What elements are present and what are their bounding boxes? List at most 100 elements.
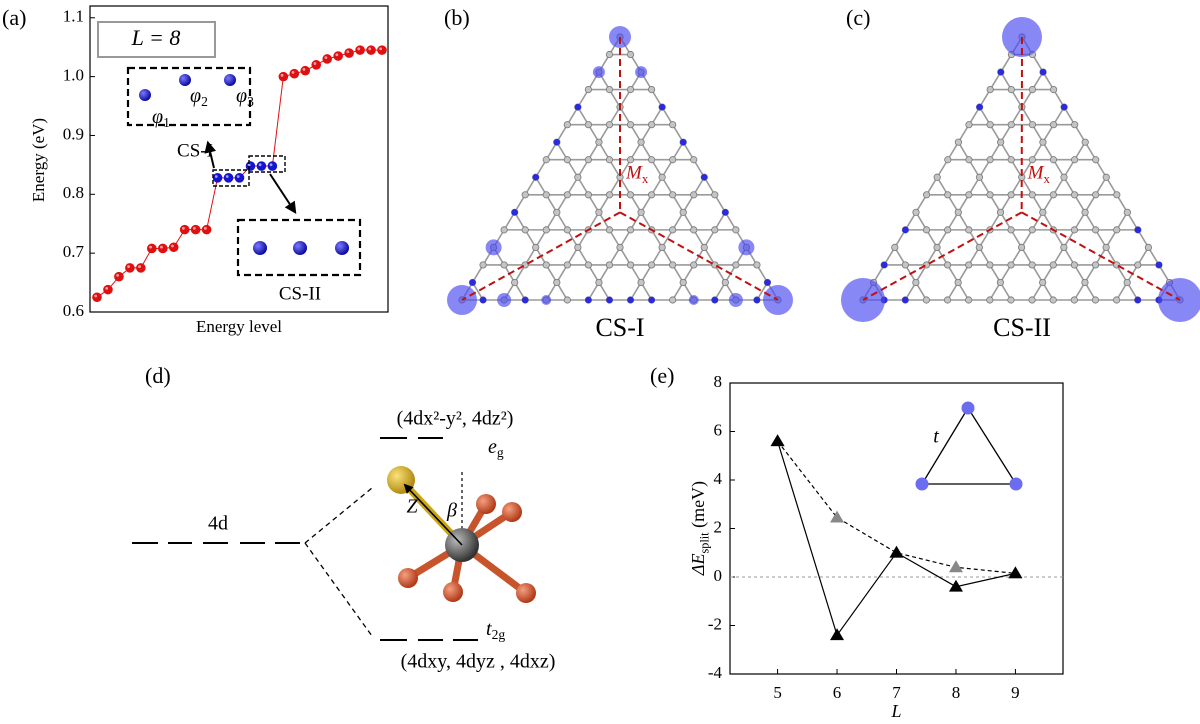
- data-point: [278, 71, 289, 82]
- data-point: [366, 45, 376, 55]
- state-label-sub: 1: [163, 115, 170, 130]
- lattice-site: [986, 296, 994, 304]
- lattice-site: [595, 278, 603, 287]
- lattice-site: [891, 243, 899, 251]
- weight-dot: [902, 296, 909, 304]
- data-point: [234, 173, 245, 183]
- weight-dot: [902, 226, 909, 234]
- data-point: [377, 45, 387, 55]
- lattice-site: [647, 121, 656, 129]
- lattice-site: [1071, 156, 1079, 164]
- weight-dot: [469, 279, 476, 286]
- lattice-site: [1050, 86, 1058, 94]
- lattice-site: [605, 191, 614, 199]
- data-point: [333, 51, 343, 61]
- lattice-panel: [841, 17, 1200, 322]
- point-highlight: [127, 265, 130, 268]
- lattice-site: [975, 173, 984, 181]
- lattice-site: [605, 156, 614, 164]
- data-point: [103, 284, 113, 295]
- lattice-site: [679, 208, 687, 216]
- lattice-site: [1049, 156, 1058, 164]
- mirror-label-sub: x: [642, 171, 649, 186]
- point-highlight: [116, 273, 120, 277]
- arrow: [269, 173, 297, 215]
- lattice-site: [986, 156, 994, 164]
- y-axis-title-sub: split: [697, 532, 711, 554]
- lattice-site: [647, 191, 656, 199]
- lattice-site: [647, 86, 656, 94]
- lattice-site: [1060, 173, 1068, 181]
- y-axis-title-main: ΔE: [688, 553, 708, 576]
- arrow: [204, 140, 217, 169]
- lattice-site: [595, 138, 603, 146]
- lattice-site: [1007, 121, 1015, 129]
- series-line: [776, 441, 1016, 637]
- lattice-site: [563, 261, 571, 269]
- inset-site: [915, 477, 929, 491]
- lattice-site: [1092, 226, 1100, 234]
- y-tick-label: 4: [714, 469, 723, 488]
- data-point: [770, 434, 785, 447]
- lattice-site: [1007, 296, 1015, 304]
- data-point: [147, 243, 157, 254]
- weight-dot: [479, 296, 487, 304]
- lattice-site: [1092, 156, 1100, 164]
- y-tick-label: -2: [708, 614, 722, 633]
- state-label: φ3: [236, 85, 254, 110]
- data-point: [948, 560, 963, 573]
- lattice-site: [1081, 278, 1089, 287]
- lattice-site: [1028, 226, 1036, 234]
- point-highlight: [313, 62, 317, 65]
- y-tick-label: 2: [714, 517, 723, 536]
- weight-dot: [648, 296, 655, 304]
- lattice-site: [1081, 208, 1089, 216]
- y-tick-label: 0.8: [63, 183, 84, 202]
- mirror-line: [461, 211, 621, 301]
- y-tick-label: 0.7: [63, 242, 85, 261]
- lattice-site: [584, 191, 593, 199]
- weight-dot: [680, 139, 687, 146]
- lattice-site: [1039, 208, 1047, 216]
- x-tick-label: 9: [1011, 683, 1020, 702]
- lattice-site: [679, 278, 687, 287]
- panel-label: (c): [846, 5, 870, 30]
- lattice-site: [753, 261, 761, 269]
- data-point: [830, 628, 845, 641]
- split-line: [304, 487, 373, 544]
- lattice-site: [1102, 243, 1110, 251]
- weight-dot: [658, 103, 666, 111]
- lattice-site: [1070, 226, 1079, 234]
- lattice-site: [1102, 173, 1110, 181]
- split-line: [304, 542, 373, 637]
- lattice-site: [584, 156, 593, 164]
- weight-dot: [976, 103, 983, 111]
- weight-blob: [592, 66, 605, 79]
- weight-dot: [532, 174, 539, 181]
- y-tick-label: 6: [714, 420, 723, 439]
- lattice-site: [616, 243, 624, 251]
- y-tick-label: 1.1: [63, 7, 84, 26]
- state-ball: [224, 74, 236, 86]
- lattice-site: [732, 261, 740, 269]
- lattice-site: [605, 261, 614, 269]
- weight-dot: [997, 68, 1004, 76]
- point-highlight: [225, 175, 229, 178]
- label-box: [97, 21, 216, 58]
- point-highlight: [160, 245, 163, 249]
- lattice-site: [553, 208, 561, 216]
- state-ball: [293, 241, 307, 255]
- lattice-site: [943, 261, 952, 269]
- lattice-site: [605, 226, 614, 234]
- lattice-site: [944, 226, 952, 234]
- x-tick-label: 5: [773, 683, 782, 702]
- lattice-site: [986, 86, 994, 94]
- lattice-site: [690, 156, 698, 164]
- weight-dot: [722, 209, 729, 216]
- point-highlight: [269, 163, 273, 167]
- data-point: [245, 161, 256, 171]
- level-label: t2g: [486, 618, 505, 643]
- lattice-site: [1081, 138, 1089, 146]
- lattice-site: [626, 121, 635, 129]
- data-point: [168, 242, 179, 253]
